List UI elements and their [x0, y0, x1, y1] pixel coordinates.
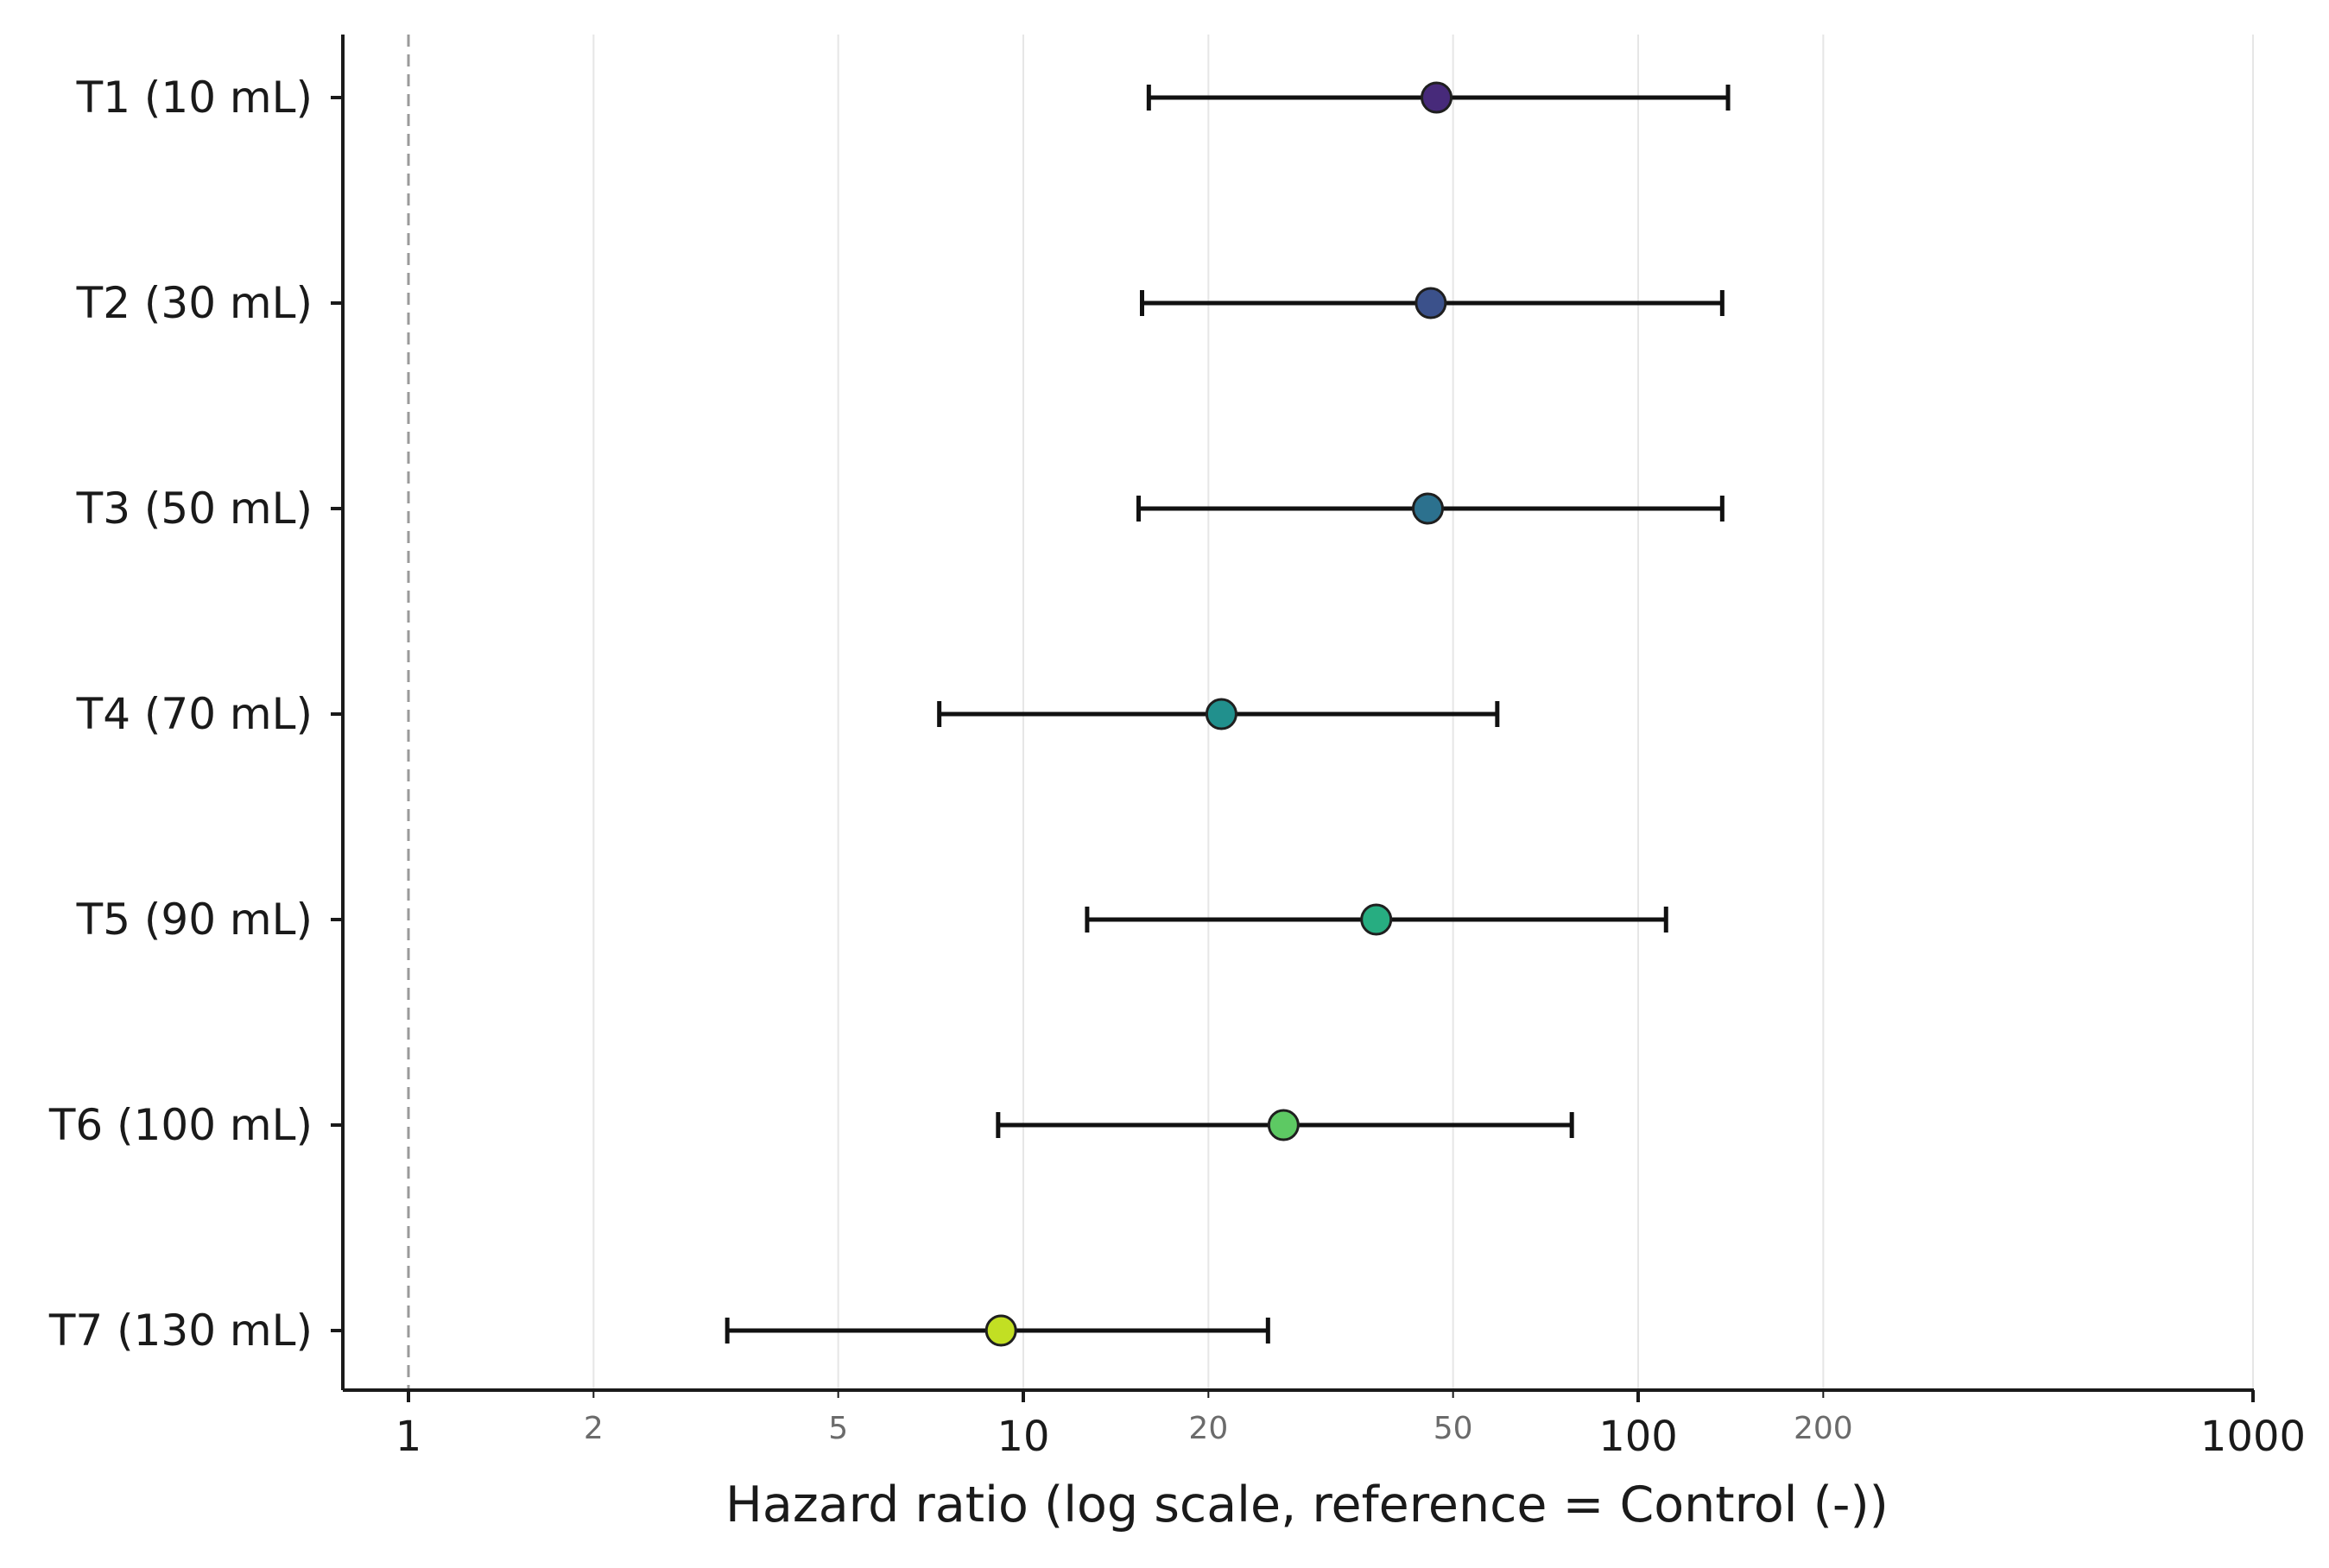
row-2	[1140, 287, 1725, 319]
category-label: T4 (70 mL)	[76, 689, 313, 739]
row-1	[1146, 81, 1731, 114]
category-label: T5 (90 mL)	[76, 895, 313, 945]
category-label: T2 (30 mL)	[76, 278, 313, 328]
row-7	[725, 1314, 1270, 1347]
hazard-ratio-point	[984, 1314, 1017, 1347]
row-4	[937, 698, 1500, 730]
x-axis-title: Hazard ratio (log scale, reference = Con…	[725, 1476, 1889, 1533]
hazard-ratio-point	[1414, 287, 1447, 319]
hazard-ratio-point	[1267, 1109, 1300, 1141]
x-tick-label-1000: 1000	[2200, 1413, 2306, 1461]
category-label: T6 (100 mL)	[48, 1100, 313, 1150]
category-label: T3 (50 mL)	[76, 484, 313, 534]
category-label: T1 (10 mL)	[76, 73, 313, 123]
x-tick-label-50: 50	[1433, 1411, 1473, 1446]
hazard-ratio-point	[1412, 492, 1445, 525]
x-tick-label-10: 10	[997, 1413, 1049, 1461]
row-6	[996, 1109, 1574, 1141]
row-3	[1136, 492, 1725, 525]
hazard-ratio-point	[1421, 81, 1453, 114]
x-tick-label-100: 100	[1598, 1413, 1678, 1461]
x-tick-label-2: 2	[584, 1411, 604, 1446]
x-tick-label-5: 5	[828, 1411, 848, 1446]
hazard-ratio-point	[1205, 698, 1237, 730]
hazard-ratio-point	[1360, 903, 1393, 936]
row-5	[1085, 903, 1668, 936]
x-tick-label-20: 20	[1188, 1411, 1228, 1446]
ticks-layer: 1 10 100 1000 2 5 20 50 200	[331, 96, 2306, 1461]
category-labels: T1 (10 mL) T2 (30 mL) T3 (50 mL) T4 (70 mL)…	[48, 73, 313, 1356]
x-tick-label-1: 1	[396, 1413, 422, 1461]
category-label: T7 (130 mL)	[48, 1306, 313, 1356]
x-tick-label-200: 200	[1794, 1411, 1853, 1446]
marks-layer	[725, 81, 1731, 1347]
